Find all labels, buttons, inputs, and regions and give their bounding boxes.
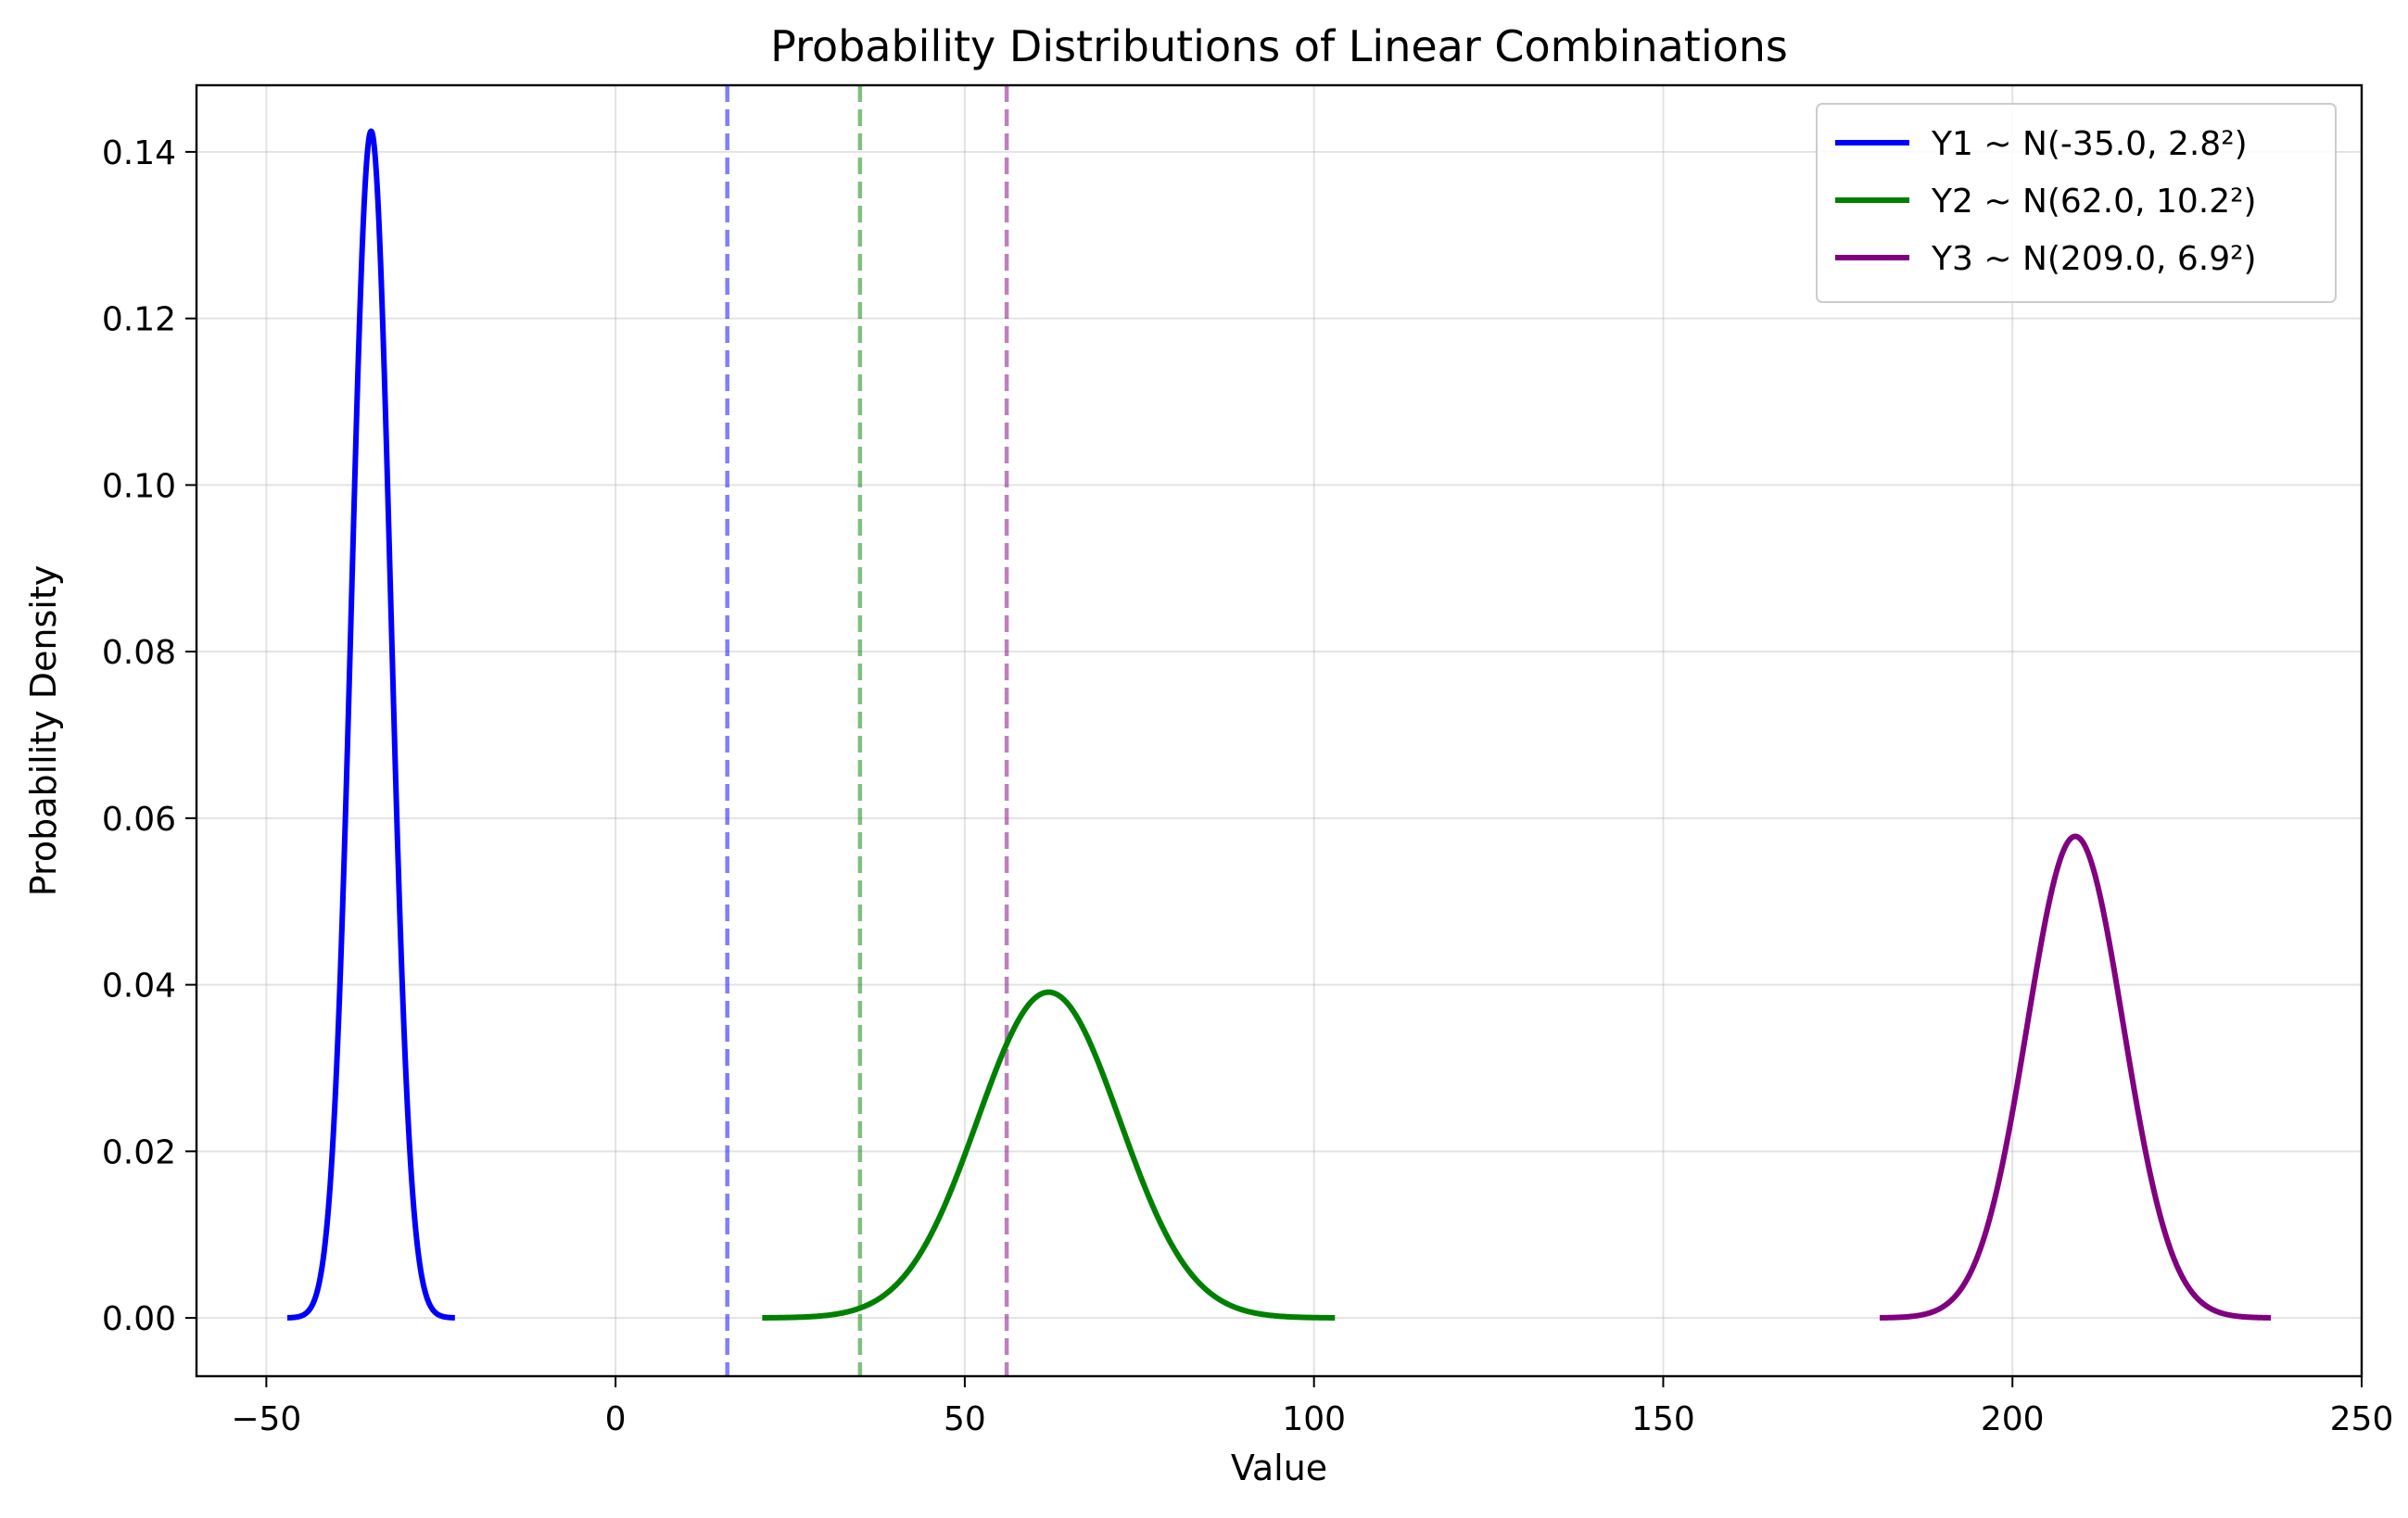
x-tick-label: 0 bbox=[605, 1400, 627, 1438]
reference-lines bbox=[725, 85, 1009, 1376]
x-axis: −50 0 50 100 150 200 250 bbox=[231, 1376, 2393, 1438]
y-tick-label: 0.00 bbox=[102, 1300, 176, 1338]
x-tick-label: −50 bbox=[231, 1400, 301, 1438]
x-tick-label: 200 bbox=[1981, 1400, 2045, 1438]
x-tick-label: 50 bbox=[944, 1400, 986, 1438]
legend-label: Y2 ~ N(62.0, 10.2²) bbox=[1931, 183, 2257, 221]
x-tick-label: 250 bbox=[2330, 1400, 2394, 1438]
series-line bbox=[1878, 833, 2273, 1321]
y-tick-label: 0.02 bbox=[102, 1133, 176, 1171]
series-line bbox=[760, 989, 1337, 1321]
x-axis-label: Value bbox=[1231, 1448, 1327, 1488]
y-axis-label: Probability Density bbox=[23, 565, 64, 896]
y-tick-label: 0.12 bbox=[102, 301, 176, 339]
y-tick-label: 0.14 bbox=[102, 134, 176, 172]
legend-label: Y1 ~ N(-35.0, 2.8²) bbox=[1931, 125, 2248, 163]
x-tick-label: 100 bbox=[1282, 1400, 1346, 1438]
series-curves bbox=[285, 128, 2273, 1321]
y-tick-label: 0.08 bbox=[102, 634, 176, 672]
legend: Y1 ~ N(-35.0, 2.8²) Y2 ~ N(62.0, 10.2²) Y3… bbox=[1816, 103, 2337, 303]
series-line bbox=[285, 128, 458, 1321]
legend-label: Y3 ~ N(209.0, 6.9²) bbox=[1931, 240, 2257, 278]
x-tick-label: 150 bbox=[1631, 1400, 1695, 1438]
legend-box bbox=[1816, 103, 2337, 303]
plot-frame bbox=[195, 83, 2364, 1378]
y-tick-label: 0.10 bbox=[102, 467, 176, 505]
y-tick-label: 0.04 bbox=[102, 968, 176, 1006]
chart-title: Probability Distributions of Linear Comb… bbox=[770, 21, 1788, 71]
grid bbox=[196, 85, 2363, 1376]
y-tick-label: 0.06 bbox=[102, 801, 176, 839]
y-axis: 0.00 0.02 0.04 0.06 0.08 0.10 0.12 0.14 bbox=[102, 134, 196, 1338]
